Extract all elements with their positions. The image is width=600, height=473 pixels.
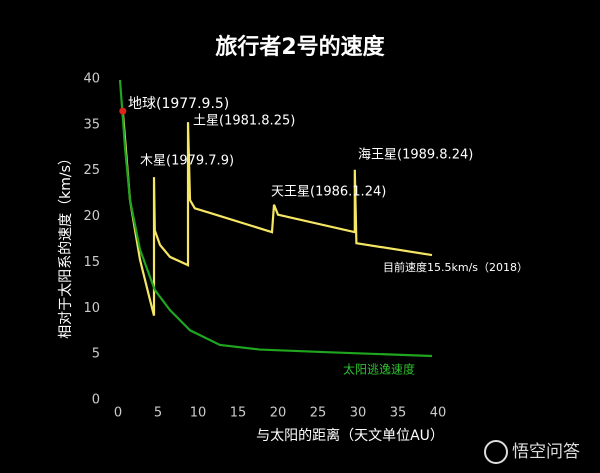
annotation: 地球(1977.9.5) <box>128 96 229 112</box>
x-tick-label: 0 <box>114 406 122 421</box>
x-tick-label: 10 <box>190 406 207 421</box>
x-tick-label: 25 <box>310 406 327 421</box>
start-marker <box>119 107 127 115</box>
watermark-icon <box>484 440 508 464</box>
y-tick-label: 5 <box>92 347 100 362</box>
annotation: 土星(1981.8.25) <box>193 114 295 129</box>
annotation: 海王星(1989.8.24) <box>358 148 473 163</box>
y-tick-label: 20 <box>83 209 100 224</box>
y-tick-label: 40 <box>83 72 100 87</box>
annotation: 目前速度15.5km/s（2018） <box>383 260 528 274</box>
chart-title: 旅行者2号的速度 <box>215 34 385 60</box>
annotation: 木星(1979.7.9) <box>140 154 234 169</box>
series-line <box>121 111 433 316</box>
y-tick-label: 15 <box>83 255 100 270</box>
watermark: 悟空问答 <box>512 442 580 462</box>
x-tick-label: 15 <box>230 406 247 421</box>
x-tick-label: 40 <box>430 406 447 421</box>
y-tick-label: 0 <box>92 393 100 408</box>
y-tick-label: 25 <box>83 163 100 178</box>
x-tick-label: 30 <box>350 406 367 421</box>
annotation: 天王星(1986.1.24) <box>271 185 386 200</box>
y-tick-label: 35 <box>83 117 100 132</box>
x-axis-label: 与太阳的距离（天文单位AU） <box>256 427 444 444</box>
y-axis-label: 相对于太阳系的速度（km/s） <box>58 151 74 339</box>
x-tick-label: 5 <box>154 406 162 421</box>
annotation: 太阳逃逸速度 <box>343 362 415 377</box>
x-tick-label: 35 <box>390 406 407 421</box>
series-line <box>118 79 433 358</box>
y-tick-label: 10 <box>83 301 100 316</box>
x-tick-label: 20 <box>270 406 287 421</box>
